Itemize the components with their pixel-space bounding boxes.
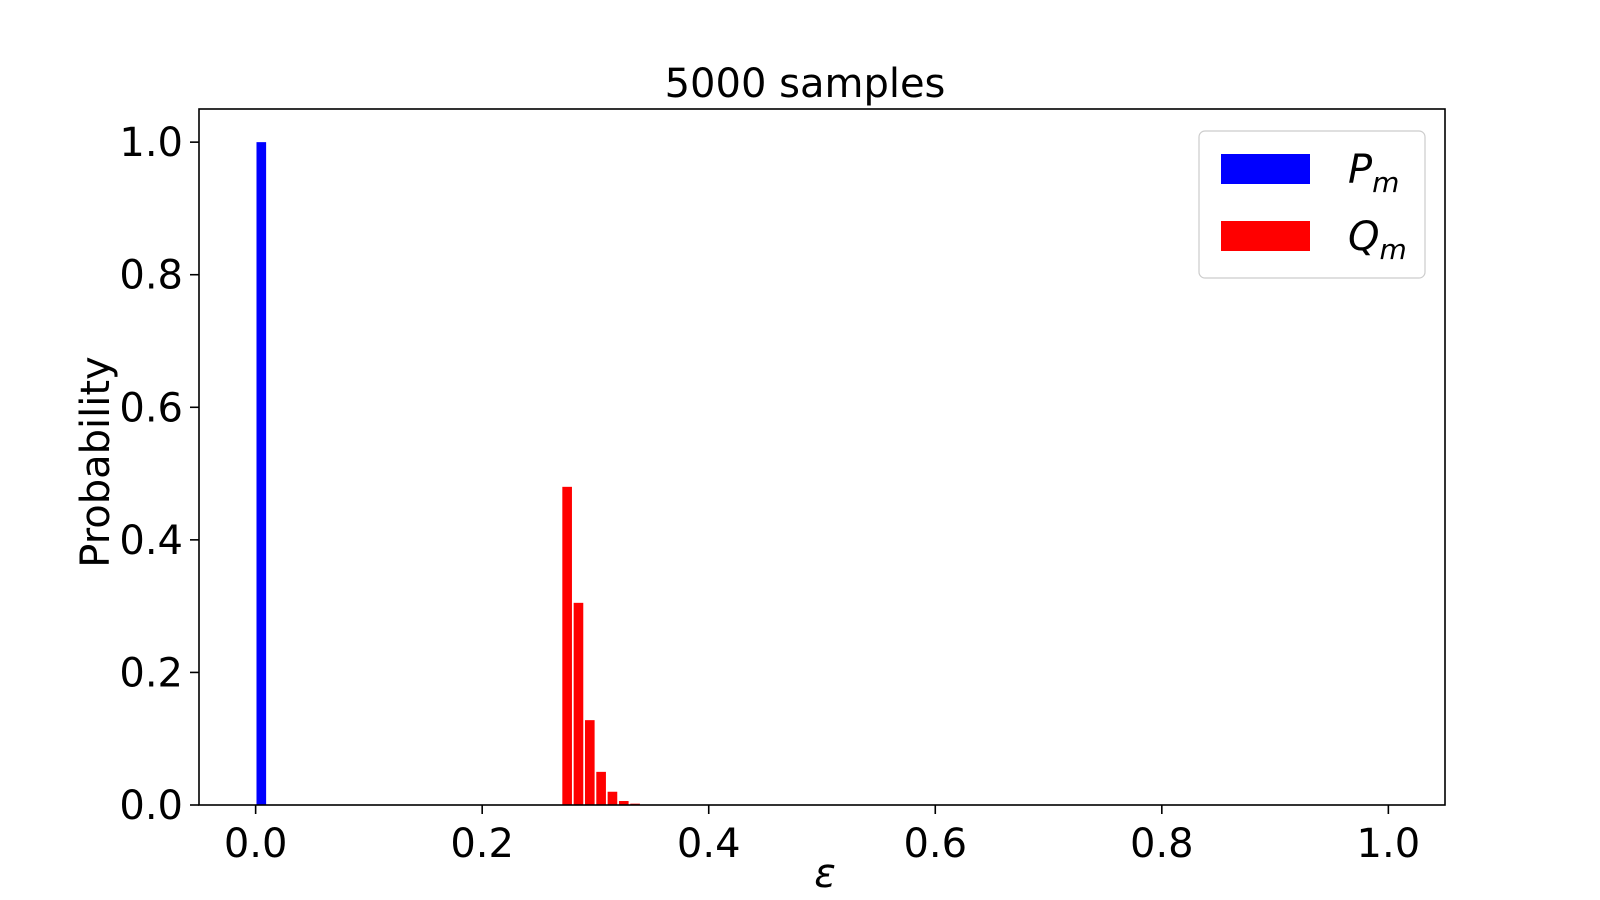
x-tick-label: 0.0 bbox=[224, 821, 288, 867]
bar-q-4 bbox=[607, 791, 618, 805]
y-tick-label: 0.4 bbox=[119, 518, 183, 564]
y-tick-label: 0.8 bbox=[119, 253, 183, 299]
y-axis-label: Probability bbox=[73, 356, 119, 567]
chart-title: 5000 samples bbox=[665, 61, 946, 107]
y-tick-label: 0.2 bbox=[119, 650, 183, 696]
y-tick-label: 1.0 bbox=[119, 120, 183, 166]
x-tick-label: 0.6 bbox=[903, 821, 967, 867]
bar-q-2 bbox=[584, 720, 595, 805]
bars-layer bbox=[256, 142, 640, 805]
x-tick-label: 1.0 bbox=[1357, 821, 1421, 867]
bar-q-3 bbox=[596, 771, 606, 805]
bar-q-5 bbox=[618, 801, 629, 805]
plot-frame bbox=[198, 108, 1446, 806]
legend-swatch-p bbox=[1221, 154, 1310, 184]
y-axis-ticks: 0.0 0.2 0.4 0.6 0.8 1.0 bbox=[119, 120, 199, 829]
x-axis-label: ε bbox=[814, 851, 836, 897]
x-axis-ticks: 0.0 0.2 0.4 0.6 0.8 1.0 bbox=[224, 805, 1420, 867]
x-tick-label: 0.2 bbox=[450, 821, 514, 867]
x-tick-label: 0.8 bbox=[1130, 821, 1194, 867]
legend-swatch-q bbox=[1221, 221, 1310, 251]
bar-q-0 bbox=[562, 486, 572, 805]
bar-q-1 bbox=[573, 602, 584, 805]
y-tick-label: 0.0 bbox=[119, 783, 183, 829]
x-tick-label: 0.4 bbox=[677, 821, 741, 867]
bar-p-0 bbox=[256, 142, 267, 805]
y-tick-label: 0.6 bbox=[119, 385, 183, 431]
